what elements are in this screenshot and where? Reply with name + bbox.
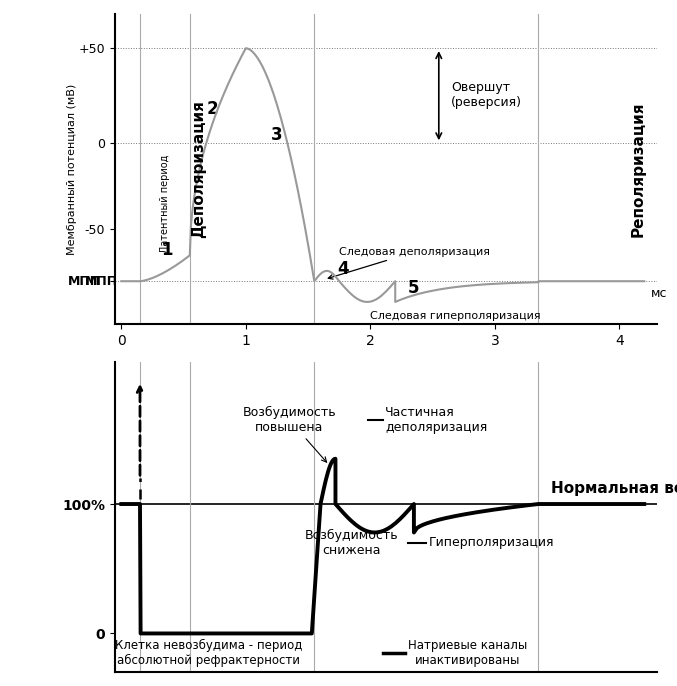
Y-axis label: Мембранный потенциал (мВ): Мембранный потенциал (мВ) xyxy=(67,84,77,255)
Text: Возбудимость
снижена: Возбудимость снижена xyxy=(305,529,399,557)
Text: Натриевые каналы
инактивированы: Натриевые каналы инактивированы xyxy=(408,639,527,667)
Text: Гиперполяризация: Гиперполяризация xyxy=(429,536,554,549)
Text: Следовая гиперполяризация: Следовая гиперполяризация xyxy=(370,311,541,321)
Text: Клетка невозбудима - период
абсолютной рефрактерности: Клетка невозбудима - период абсолютной р… xyxy=(115,639,302,667)
Text: 2: 2 xyxy=(206,99,218,117)
Text: мс: мс xyxy=(651,287,667,300)
Text: МПП: МПП xyxy=(85,274,118,287)
Text: 4: 4 xyxy=(337,260,349,278)
Text: Деполяризация: Деполяризация xyxy=(192,100,206,238)
Text: 5: 5 xyxy=(408,279,420,297)
Text: Частичная
деполяризация: Частичная деполяризация xyxy=(385,406,487,434)
Text: Возбудимость
повышена: Возбудимость повышена xyxy=(242,406,336,462)
Text: Следовая деполяризация: Следовая деполяризация xyxy=(328,247,490,279)
Text: 1: 1 xyxy=(162,241,173,259)
Text: МПП: МПП xyxy=(68,274,102,287)
Text: Овершут
(реверсия): Овершут (реверсия) xyxy=(452,81,522,109)
Text: Реполяризация: Реполяризация xyxy=(630,102,645,237)
Text: 3: 3 xyxy=(271,126,283,143)
Text: Нормальная возбудимость: Нормальная возбудимость xyxy=(551,481,677,497)
Text: Латентный период: Латентный период xyxy=(160,154,170,252)
